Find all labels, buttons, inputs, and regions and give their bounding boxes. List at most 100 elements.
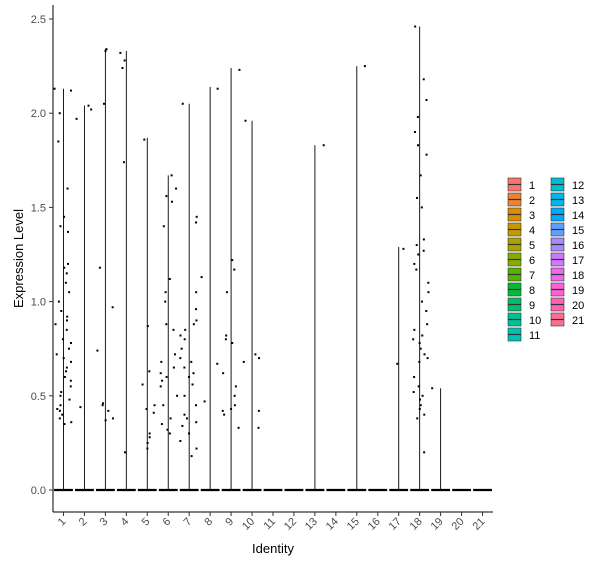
x-tick-label: 20 [450, 516, 467, 533]
data-point [190, 360, 193, 363]
x-tick-label: 1 [56, 516, 69, 529]
y-axis-title: Expression Level [11, 209, 26, 308]
data-point [200, 276, 203, 279]
legend-label: 16 [572, 240, 584, 252]
legend-entry-6: 6 [507, 252, 535, 267]
data-point [423, 451, 426, 454]
data-point [53, 87, 56, 90]
data-point [146, 441, 149, 444]
x-tick-label: 5 [140, 516, 153, 529]
legend-label: 10 [529, 315, 541, 327]
data-point [416, 196, 419, 199]
data-point [413, 375, 416, 378]
data-point [194, 404, 197, 407]
data-point [60, 391, 63, 394]
data-point [413, 131, 416, 134]
data-point [419, 404, 422, 407]
violin-3 [95, 48, 115, 492]
data-point [195, 421, 198, 424]
data-point [102, 102, 105, 105]
data-point [58, 417, 61, 420]
data-point [418, 360, 421, 363]
data-point [426, 357, 429, 360]
data-point [64, 281, 67, 284]
data-point [165, 375, 168, 378]
data-point [66, 187, 69, 190]
data-point [203, 400, 206, 403]
data-point [258, 357, 261, 360]
legend-entry-10: 10 [507, 312, 541, 327]
violin-13 [305, 144, 325, 492]
data-point [160, 423, 163, 426]
data-point [68, 398, 71, 401]
data-point [195, 308, 198, 311]
data-point [254, 353, 257, 356]
legend-label: 9 [529, 300, 535, 312]
x-tick-label: 3 [98, 516, 111, 529]
data-point [412, 391, 415, 394]
data-point [62, 357, 65, 360]
data-point [87, 104, 90, 107]
y-tick-label: 0.5 [31, 391, 46, 403]
data-point [230, 407, 233, 410]
data-point [169, 417, 172, 420]
x-tick-label: 8 [202, 516, 215, 529]
data-point [148, 432, 151, 435]
data-point [242, 360, 245, 363]
data-point [427, 281, 430, 284]
data-point [90, 108, 93, 111]
data-point [237, 426, 240, 429]
x-tick-label: 15 [345, 516, 362, 533]
data-point [192, 372, 195, 375]
data-point [175, 187, 178, 190]
data-point [170, 174, 173, 177]
data-point [413, 328, 416, 331]
y-tick-label: 2.0 [31, 108, 46, 120]
data-point [161, 379, 164, 382]
data-point [96, 349, 99, 352]
data-point [164, 291, 167, 294]
legend-label: 17 [572, 255, 584, 267]
data-point [195, 221, 198, 224]
data-point [165, 323, 168, 326]
data-point [101, 402, 104, 405]
data-point [190, 455, 193, 458]
legend-label: 19 [572, 285, 584, 297]
data-point [422, 238, 425, 241]
legend-entry-3: 3 [507, 207, 535, 222]
data-point [168, 277, 171, 280]
legend-label: 1 [529, 180, 535, 192]
x-tick-label: 11 [262, 516, 279, 533]
data-point [104, 50, 107, 53]
data-point [420, 206, 423, 209]
data-point [107, 409, 110, 412]
x-tick-label: 14 [324, 516, 341, 533]
data-point [225, 291, 228, 294]
data-point [57, 140, 60, 143]
legend-entry-21: 21 [550, 312, 584, 327]
legend-label: 4 [529, 225, 535, 237]
data-point [181, 424, 184, 427]
legend-entry-7: 7 [507, 267, 535, 282]
legend-label: 7 [529, 270, 535, 282]
legend-label: 14 [572, 210, 584, 222]
data-point [396, 362, 399, 365]
legend-entry-16: 16 [550, 237, 584, 252]
violin-6 [158, 174, 179, 492]
data-point [172, 328, 175, 331]
data-point [111, 417, 114, 420]
data-point [123, 451, 126, 454]
data-point [419, 398, 422, 401]
legend-entry-9: 9 [507, 297, 535, 312]
data-point [168, 432, 171, 435]
data-point [223, 413, 226, 416]
data-point [179, 334, 182, 337]
data-point [257, 409, 260, 412]
legend-entry-19: 19 [550, 282, 584, 297]
data-point [122, 161, 125, 164]
legend-label: 11 [529, 330, 540, 342]
violin-19 [431, 387, 451, 492]
violin-15 [347, 65, 367, 492]
data-point [173, 353, 176, 356]
data-point [98, 266, 101, 269]
